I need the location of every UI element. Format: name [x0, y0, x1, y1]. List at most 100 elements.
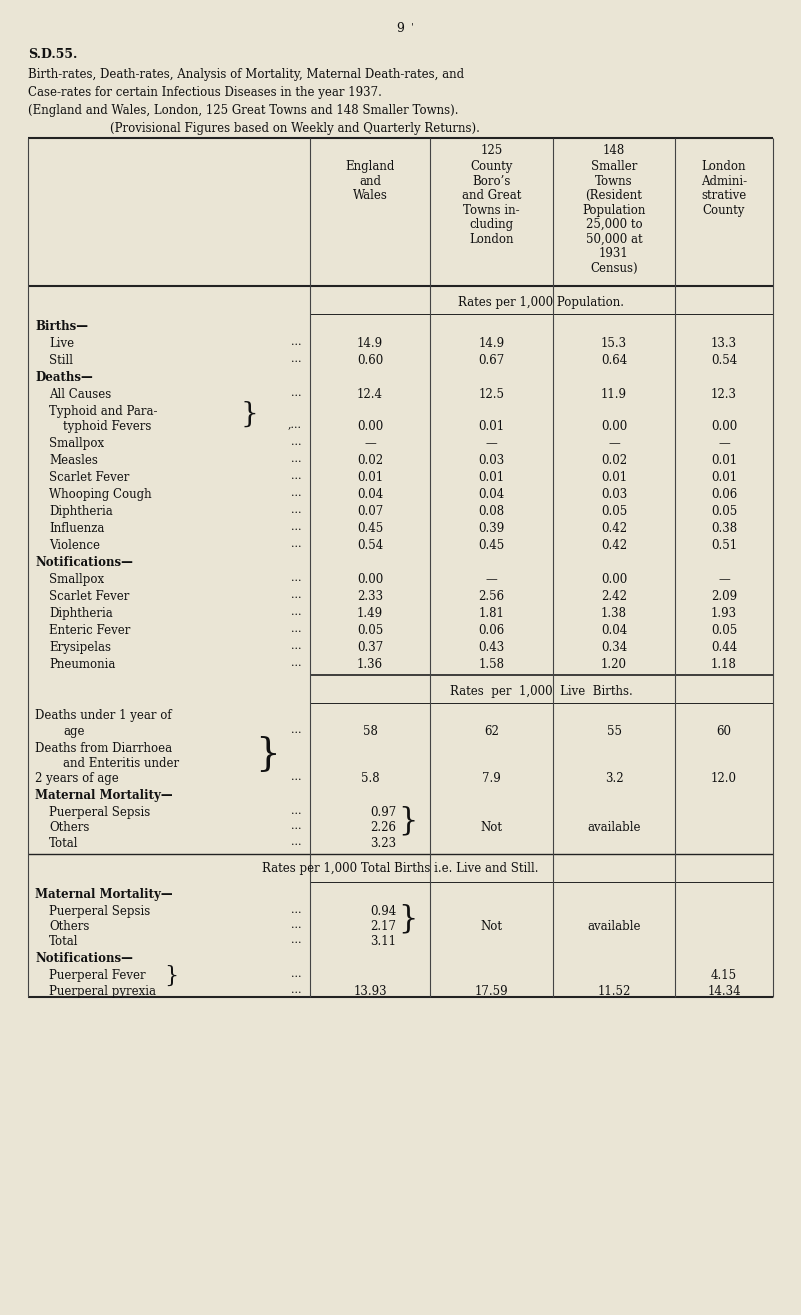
Text: 1.18: 1.18: [711, 659, 737, 671]
Text: 0.67: 0.67: [478, 354, 505, 367]
Text: 0.97: 0.97: [370, 806, 396, 819]
Text: 0.08: 0.08: [478, 505, 505, 518]
Text: ...: ...: [292, 625, 302, 634]
Text: 0.54: 0.54: [710, 354, 737, 367]
Text: Deaths—: Deaths—: [35, 371, 93, 384]
Text: 0.01: 0.01: [601, 471, 627, 484]
Text: 0.01: 0.01: [711, 471, 737, 484]
Text: 50,000 at: 50,000 at: [586, 233, 642, 246]
Text: Smallpox: Smallpox: [49, 438, 104, 450]
Text: and Enteritis under: and Enteritis under: [63, 757, 179, 769]
Text: 0.06: 0.06: [478, 625, 505, 638]
Text: London: London: [702, 160, 747, 174]
Text: ...: ...: [292, 642, 302, 651]
Text: ': ': [410, 22, 413, 32]
Text: 1.36: 1.36: [357, 659, 383, 671]
Text: 0.01: 0.01: [478, 421, 505, 434]
Text: ...: ...: [292, 822, 302, 831]
Text: 0.05: 0.05: [710, 505, 737, 518]
Text: 0.39: 0.39: [478, 522, 505, 535]
Text: 11.9: 11.9: [601, 388, 627, 401]
Text: ...: ...: [292, 388, 302, 398]
Text: 2.26: 2.26: [370, 822, 396, 835]
Text: 4.15: 4.15: [711, 969, 737, 982]
Text: 0.00: 0.00: [601, 573, 627, 586]
Text: County: County: [470, 160, 513, 174]
Text: 0.01: 0.01: [711, 454, 737, 467]
Text: 0.05: 0.05: [601, 505, 627, 518]
Text: 0.03: 0.03: [601, 488, 627, 501]
Text: and: and: [359, 175, 381, 188]
Text: 58: 58: [363, 725, 377, 738]
Text: cluding: cluding: [469, 218, 513, 231]
Text: 2.17: 2.17: [370, 920, 396, 934]
Text: Admini-: Admini-: [701, 175, 747, 188]
Text: England: England: [345, 160, 395, 174]
Text: 2.56: 2.56: [478, 590, 505, 604]
Text: London: London: [469, 233, 513, 246]
Text: Total: Total: [49, 935, 78, 948]
Text: 0.04: 0.04: [478, 488, 505, 501]
Text: }: }: [255, 736, 280, 773]
Text: 1931: 1931: [599, 247, 629, 260]
Text: 60: 60: [717, 725, 731, 738]
Text: typhoid Fevers: typhoid Fevers: [63, 421, 151, 434]
Text: Puerperal Sepsis: Puerperal Sepsis: [49, 905, 151, 918]
Text: }: }: [398, 805, 417, 836]
Text: ...: ...: [292, 806, 302, 817]
Text: ...: ...: [292, 608, 302, 617]
Text: 5.8: 5.8: [360, 772, 380, 785]
Text: Towns in-: Towns in-: [463, 204, 520, 217]
Text: Measles: Measles: [49, 454, 98, 467]
Text: 0.01: 0.01: [478, 471, 505, 484]
Text: 0.37: 0.37: [357, 642, 383, 655]
Text: ...: ...: [292, 539, 302, 550]
Text: 0.07: 0.07: [357, 505, 383, 518]
Text: 125: 125: [481, 145, 502, 156]
Text: 0.44: 0.44: [710, 642, 737, 655]
Text: 0.43: 0.43: [478, 642, 505, 655]
Text: 0.45: 0.45: [357, 522, 383, 535]
Text: 55: 55: [606, 725, 622, 738]
Text: ...: ...: [292, 772, 302, 782]
Text: 2.33: 2.33: [357, 590, 383, 604]
Text: Others: Others: [49, 920, 90, 934]
Text: 25,000 to: 25,000 to: [586, 218, 642, 231]
Text: Scarlet Fever: Scarlet Fever: [49, 471, 130, 484]
Text: }: }: [398, 903, 417, 935]
Text: —: —: [608, 438, 620, 450]
Text: Notifications—: Notifications—: [35, 952, 133, 965]
Text: Smallpox: Smallpox: [49, 573, 104, 586]
Text: ...: ...: [292, 454, 302, 464]
Text: 14.9: 14.9: [357, 337, 383, 350]
Text: 0.03: 0.03: [478, 454, 505, 467]
Text: 0.60: 0.60: [357, 354, 383, 367]
Text: Population: Population: [582, 204, 646, 217]
Text: ...: ...: [292, 920, 302, 930]
Text: 13.3: 13.3: [711, 337, 737, 350]
Text: 62: 62: [484, 725, 499, 738]
Text: ...: ...: [292, 985, 302, 994]
Text: 1.20: 1.20: [601, 659, 627, 671]
Text: 0.42: 0.42: [601, 522, 627, 535]
Text: ...: ...: [292, 438, 302, 447]
Text: 17.59: 17.59: [475, 985, 509, 998]
Text: (England and Wales, London, 125 Great Towns and 148 Smaller Towns).: (England and Wales, London, 125 Great To…: [28, 104, 458, 117]
Text: 14.9: 14.9: [478, 337, 505, 350]
Text: ,...: ,...: [288, 421, 302, 430]
Text: ...: ...: [292, 337, 302, 347]
Text: 1.93: 1.93: [711, 608, 737, 621]
Text: 2 years of age: 2 years of age: [35, 772, 119, 785]
Text: Census): Census): [590, 262, 638, 275]
Text: County: County: [702, 204, 745, 217]
Text: 0.05: 0.05: [710, 625, 737, 638]
Text: 0.04: 0.04: [601, 625, 627, 638]
Text: Case-rates for certain Infectious Diseases in the year 1937.: Case-rates for certain Infectious Diseas…: [28, 85, 382, 99]
Text: Enteric Fever: Enteric Fever: [49, 625, 131, 638]
Text: 0.51: 0.51: [711, 539, 737, 552]
Text: 3.11: 3.11: [370, 935, 396, 948]
Text: ...: ...: [292, 354, 302, 364]
Text: 0.54: 0.54: [357, 539, 383, 552]
Text: ...: ...: [292, 471, 302, 481]
Text: 12.5: 12.5: [478, 388, 505, 401]
